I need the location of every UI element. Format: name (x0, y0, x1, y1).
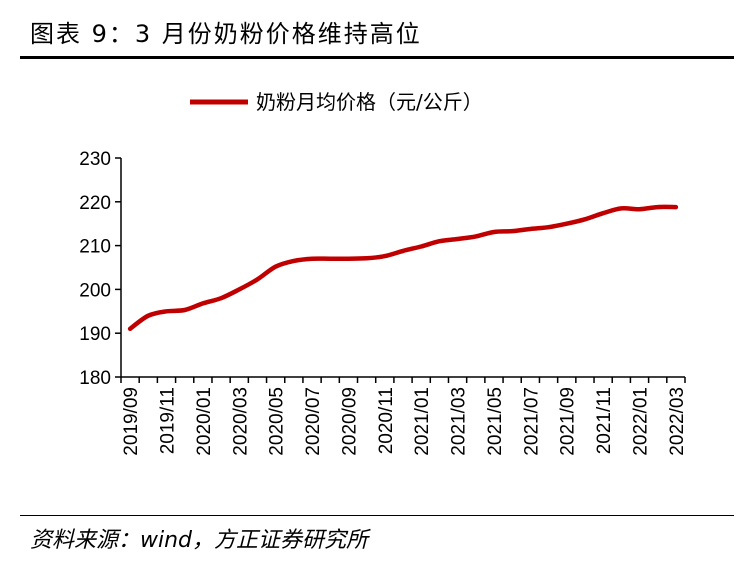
x-tick-label: 2020/09 (339, 387, 360, 456)
source-note: 资料来源：wind，方正证券研究所 (30, 528, 369, 553)
x-tick-label: 2022/03 (667, 387, 688, 456)
x-tick-label: 2019/11 (157, 387, 178, 454)
y-axis: 180 190 200 210 220 230 (79, 149, 122, 389)
title-rule (20, 56, 734, 59)
x-tick-label: 2021/09 (558, 387, 579, 456)
plot-area (127, 204, 679, 332)
legend-label: 奶粉月均价格（元/公斤） (256, 90, 483, 114)
x-tick-label: 2021/05 (485, 387, 506, 456)
y-tick-label: 200 (79, 280, 111, 301)
x-tick-label: 2021/11 (594, 387, 615, 454)
y-tick-label: 210 (79, 237, 111, 258)
x-tick-label: 2020/11 (376, 387, 397, 454)
y-tick-label: 180 (79, 368, 111, 389)
x-tick-label: 2020/05 (267, 387, 288, 456)
y-tick-label: 190 (79, 324, 111, 345)
series-line (127, 204, 679, 332)
x-tick-label: 2021/03 (449, 387, 470, 456)
x-tick-label: 2020/01 (194, 387, 215, 456)
x-tick-label: 2020/03 (230, 387, 251, 456)
figure-title: 图表 9：3 月份奶粉价格维持高位 (30, 20, 422, 48)
x-tick-label: 2022/01 (631, 387, 652, 456)
legend: 奶粉月均价格（元/公斤） (190, 90, 483, 114)
x-tick-label: 2020/07 (303, 387, 324, 456)
y-tick-label: 220 (79, 193, 111, 214)
y-tick-label: 230 (79, 149, 111, 170)
x-axis: 2019/09 2019/11 2020/01 2020/03 2020/05 2020/… (120, 376, 688, 456)
x-tick-label: 2021/01 (412, 387, 433, 456)
x-tick-label: 2021/07 (521, 387, 542, 456)
source-rule (20, 515, 734, 516)
x-tick-label: 2019/09 (121, 387, 142, 456)
